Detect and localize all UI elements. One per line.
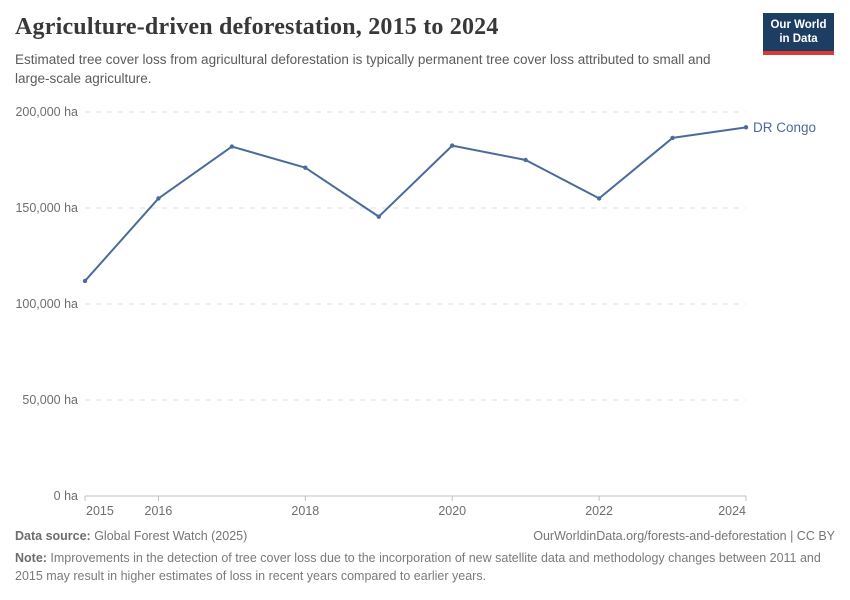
chart-note: Note: Improvements in the detection of t… bbox=[15, 550, 835, 585]
chart-subtitle: Estimated tree cover loss from agricultu… bbox=[15, 52, 711, 86]
data-line[interactable] bbox=[84, 126, 747, 282]
data-point[interactable] bbox=[596, 196, 602, 201]
data-point[interactable] bbox=[82, 278, 88, 284]
y-axis-label: 50,000 ha bbox=[22, 393, 78, 407]
owid-logo[interactable]: Our World in Data bbox=[763, 13, 834, 55]
data-point[interactable] bbox=[303, 165, 308, 170]
y-axis-label: 100,000 ha bbox=[15, 297, 78, 311]
x-axis-label: 2020 bbox=[438, 504, 466, 518]
data-point[interactable] bbox=[743, 125, 749, 130]
x-axis-label: 2024 bbox=[718, 504, 746, 518]
owid-logo-line2: in Data bbox=[779, 33, 818, 46]
y-axis-label: 150,000 ha bbox=[15, 201, 78, 215]
data-source-label: Data source: bbox=[15, 529, 91, 543]
data-point[interactable] bbox=[450, 143, 455, 148]
x-axis-label: 2022 bbox=[585, 504, 613, 518]
data-point[interactable] bbox=[156, 196, 161, 201]
data-point[interactable] bbox=[523, 157, 528, 163]
x-axis-label: 2016 bbox=[145, 504, 173, 518]
y-axis-label: 0 ha bbox=[54, 489, 78, 503]
page-title: Agriculture-driven deforestation, 2015 t… bbox=[15, 14, 499, 40]
data-point[interactable] bbox=[376, 214, 381, 219]
attribution-link[interactable]: OurWorldinData.org/forests-and-deforesta… bbox=[533, 529, 835, 543]
data-point[interactable] bbox=[229, 144, 235, 149]
y-axis-label: 200,000 ha bbox=[15, 105, 78, 119]
data-point[interactable] bbox=[670, 135, 675, 141]
owid-logo-line1: Our World bbox=[770, 19, 827, 31]
chart-note-label: Note: bbox=[15, 551, 47, 565]
x-axis-label: 2018 bbox=[291, 504, 319, 518]
chart-footer: Data source: Global Forest Watch (2025) … bbox=[15, 529, 835, 585]
x-axis-label: 2015 bbox=[86, 504, 114, 518]
chart-note-text: Improvements in the detection of tree co… bbox=[15, 551, 821, 583]
series-label[interactable]: DR Congo bbox=[753, 120, 816, 135]
data-source: Data source: Global Forest Watch (2025) bbox=[15, 529, 247, 543]
data-source-value: Global Forest Watch (2025) bbox=[90, 529, 248, 543]
